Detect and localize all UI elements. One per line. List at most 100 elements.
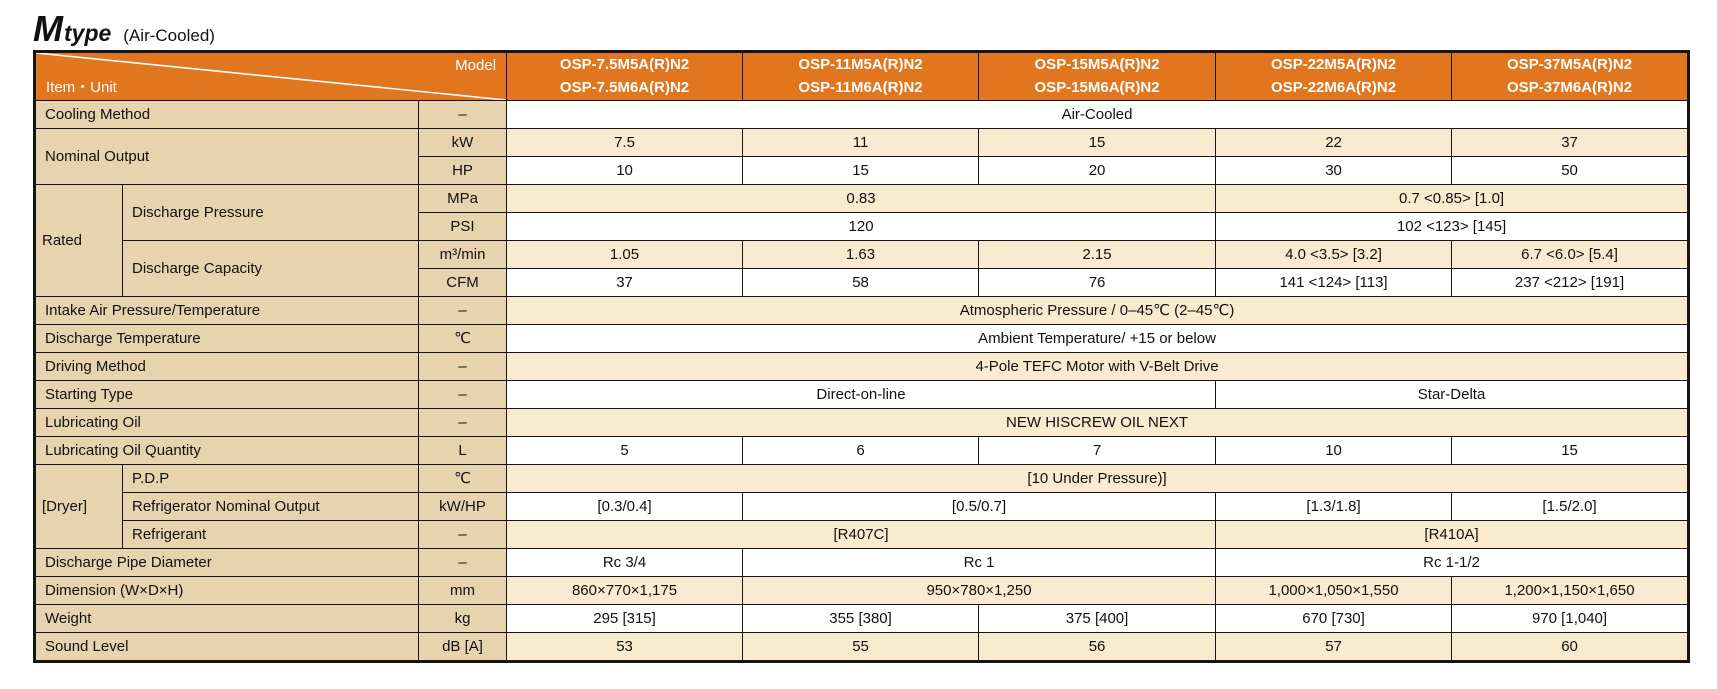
refrigerant-label: Refrigerant (122, 520, 419, 549)
header-model-col-4: OSP-22M5A(R)N2 OSP-22M6A(R)N2 (1215, 51, 1453, 101)
refrigerator-nominal-output-value: [1.3/1.8] (1215, 492, 1453, 521)
pdp-value: [10 Under Pressure)] (506, 464, 1690, 493)
starting-type-label: Starting Type (34, 380, 419, 409)
nominal-output-hp-value: 20 (978, 156, 1217, 185)
discharge-pipe-diameter-value: Rc 1-1/2 (1215, 548, 1690, 577)
discharge-capacity-m3min-unit: m³/min (417, 240, 508, 269)
dryer-group-label: [Dryer] (34, 464, 123, 549)
starting-type-value: Star-Delta (1215, 380, 1690, 409)
nominal-output-kw-unit: kW (417, 128, 508, 157)
dimension-unit: mm (417, 576, 508, 605)
intake-air-unit: – (417, 296, 508, 325)
discharge-capacity-m3min-value: 1.05 (506, 240, 744, 269)
refrigerator-nominal-output-value: [0.5/0.7] (742, 492, 1217, 521)
dimension-value: 950×780×1,250 (742, 576, 1217, 605)
header-item-unit-model-cell: Model Item・Unit (32, 51, 508, 101)
lubricating-oil-quantity-value: 7 (978, 436, 1217, 465)
discharge-capacity-cfm-value: 37 (506, 268, 744, 297)
driving-method-value: 4-Pole TEFC Motor with V-Belt Drive (506, 352, 1690, 381)
nominal-output-hp-value: 10 (506, 156, 744, 185)
row-discharge-capacity-m3min: Discharge Capacity m³/min 1.05 1.63 2.15… (35, 240, 1690, 297)
driving-method-label: Driving Method (34, 352, 419, 381)
refrigerator-nominal-output-value: [1.5/2.0] (1451, 492, 1690, 521)
model-name: OSP-37M6A(R)N2 (1507, 78, 1633, 96)
row-dryer-pdp: [Dryer] P.D.P ℃ [10 Under Pressure)] (34, 464, 1690, 549)
row-dimension: Dimension (W×D×H) mm 860×770×1,175 950×7… (34, 576, 1690, 605)
starting-type-value: Direct-on-line (506, 380, 1217, 409)
discharge-capacity-label: Discharge Capacity (122, 240, 419, 297)
nominal-output-label: Nominal Output (34, 128, 419, 185)
model-name: OSP-15M5A(R)N2 (1034, 56, 1160, 73)
starting-type-unit: – (417, 380, 508, 409)
row-refrigerator-nominal-output: Refrigerator Nominal Output kW/HP [0.3/0… (35, 492, 1690, 521)
row-weight: Weight kg 295 [315] 355 [380] 375 [400] … (34, 604, 1690, 633)
sound-level-unit: dB [A] (417, 632, 508, 662)
discharge-pipe-diameter-value: Rc 3/4 (506, 548, 744, 577)
lubricating-oil-quantity-label: Lubricating Oil Quantity (34, 436, 419, 465)
weight-label: Weight (34, 604, 419, 633)
model-name: OSP-11M6A(R)N2 (798, 78, 923, 96)
discharge-temperature-label: Discharge Temperature (34, 324, 419, 353)
discharge-pressure-psi-value: 120 (506, 212, 1217, 241)
nominal-output-hp-value: 50 (1451, 156, 1690, 185)
row-starting-type: Starting Type – Direct-on-line Star-Delt… (34, 380, 1690, 409)
refrigerator-nominal-output-label: Refrigerator Nominal Output (122, 492, 419, 521)
row-discharge-pressure-mpa: Rated Discharge Pressure MPa 0.83 0.7 <0… (34, 184, 1690, 297)
refrigerator-nominal-output-value: [0.3/0.4] (506, 492, 744, 521)
sound-level-value: 60 (1451, 632, 1690, 662)
weight-value: 355 [380] (742, 604, 980, 633)
lubricating-oil-value: NEW HISCREW OIL NEXT (506, 408, 1690, 437)
discharge-capacity-m3min-value: 4.0 <3.5> [3.2] (1215, 240, 1453, 269)
row-sound-level: Sound Level dB [A] 53 55 56 57 60 (34, 632, 1690, 662)
title-type: type (64, 20, 112, 46)
nominal-output-hp-value: 15 (742, 156, 980, 185)
nominal-output-kw-value: 37 (1451, 128, 1690, 157)
nominal-output-kw-value: 22 (1215, 128, 1453, 157)
weight-unit: kg (417, 604, 508, 633)
weight-value: 295 [315] (506, 604, 744, 633)
lubricating-oil-label: Lubricating Oil (34, 408, 419, 437)
model-name: OSP-15M6A(R)N2 (1034, 78, 1160, 96)
discharge-pressure-psi-value: 102 <123> [145] (1215, 212, 1690, 241)
model-name: OSP-22M6A(R)N2 (1271, 78, 1397, 96)
row-discharge-capacity-cfm: CFM 37 58 76 141 <124> [113] 237 <212> [… (35, 268, 1690, 297)
sound-level-value: 53 (506, 632, 744, 662)
sound-level-label: Sound Level (34, 632, 419, 662)
pdp-label: P.D.P (122, 464, 419, 493)
discharge-temperature-unit: ℃ (417, 324, 508, 353)
nominal-output-hp-value: 30 (1215, 156, 1453, 185)
catalog-page: M type (Air-Cooled) Model Item・Unit OSP-… (32, 8, 1691, 663)
intake-air-value: Atmospheric Pressure / 0–45℃ (2–45℃) (506, 296, 1690, 325)
model-name: OSP-11M5A(R)N2 (798, 56, 923, 73)
header-model-col-2: OSP-11M5A(R)N2 OSP-11M6A(R)N2 (742, 51, 980, 101)
discharge-temperature-value: Ambient Temperature/ +15 or below (506, 324, 1690, 353)
cooling-method-label: Cooling Method (34, 100, 419, 129)
dimension-value: 860×770×1,175 (506, 576, 744, 605)
refrigerant-value: [R407C] (506, 520, 1217, 549)
discharge-capacity-cfm-value: 58 (742, 268, 980, 297)
nominal-output-kw-value: 7.5 (506, 128, 744, 157)
header-item-unit-label: Item・Unit (46, 78, 117, 96)
model-name: OSP-37M5A(R)N2 (1507, 56, 1633, 73)
row-lubricating-oil-quantity: Lubricating Oil Quantity L 5 6 7 10 15 (34, 436, 1690, 465)
discharge-pressure-label: Discharge Pressure (122, 184, 419, 241)
sound-level-value: 56 (978, 632, 1217, 662)
lubricating-oil-quantity-value: 5 (506, 436, 744, 465)
nominal-output-kw-value: 11 (742, 128, 980, 157)
model-name: OSP-7.5M6A(R)N2 (559, 78, 690, 96)
title-qualifier: (Air-Cooled) (123, 26, 215, 45)
dimension-label: Dimension (W×D×H) (34, 576, 419, 605)
weight-value: 670 [730] (1215, 604, 1453, 633)
header-model-col-1: OSP-7.5M5A(R)N2 OSP-7.5M6A(R)N2 (506, 51, 744, 101)
lubricating-oil-quantity-value: 10 (1215, 436, 1453, 465)
spec-table: Model Item・Unit OSP-7.5M5A(R)N2 OSP-7.5M… (32, 50, 1691, 663)
weight-value: 375 [400] (978, 604, 1217, 633)
dimension-value: 1,000×1,050×1,550 (1215, 576, 1453, 605)
nominal-output-kw-value: 15 (978, 128, 1217, 157)
nominal-output-hp-unit: HP (417, 156, 508, 185)
row-nominal-output-kw: Nominal Output kW 7.5 11 15 22 37 (34, 128, 1690, 185)
discharge-capacity-m3min-value: 2.15 (978, 240, 1217, 269)
discharge-pipe-diameter-value: Rc 1 (742, 548, 1217, 577)
pdp-unit: ℃ (417, 464, 508, 493)
discharge-pressure-psi-unit: PSI (417, 212, 508, 241)
